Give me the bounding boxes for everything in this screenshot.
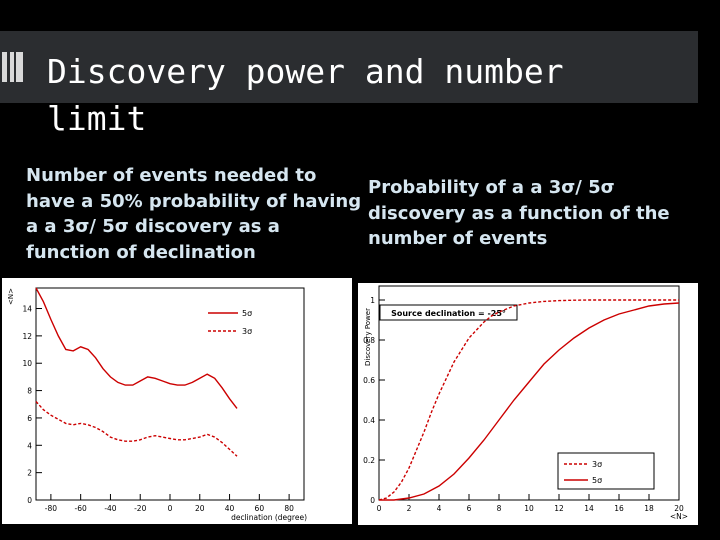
y-tick-label: 0.4 — [363, 416, 375, 425]
y-tick-label: 2 — [27, 469, 32, 478]
y-tick-label: 6 — [27, 414, 32, 423]
x-tick-label: 10 — [524, 504, 534, 513]
chart-declination: -80 -60 -40 -20 0 20 40 60 80 0 2 4 6 8 10 12 14 declinat… — [7, 287, 307, 522]
legend-label: 5σ — [592, 476, 602, 485]
y-tick-label: 8 — [27, 387, 32, 396]
x-tick-label: -80 — [45, 504, 57, 513]
x-tick-label: 20 — [195, 504, 205, 513]
caption-right: Probability of a a 3σ/ 5σ discovery as a… — [368, 177, 670, 249]
y-axis-label: Discovery Power — [364, 308, 372, 366]
y-tick-label: 0 — [370, 496, 375, 505]
slide-title: Discovery power and number limit — [47, 52, 564, 138]
x-tick-label: 6 — [467, 504, 472, 513]
legend-label: 5σ — [242, 309, 252, 318]
x-tick-label: 0 — [377, 504, 382, 513]
caption-left: Number of events needed to have a 50% pr… — [26, 165, 362, 263]
y-tick-label: 4 — [27, 441, 32, 450]
x-tick-label: 2 — [407, 504, 412, 513]
x-tick-label: 40 — [225, 504, 235, 513]
x-tick-label: 14 — [584, 504, 594, 513]
legend-label: 3σ — [592, 460, 602, 469]
x-tick-label: 4 — [437, 504, 442, 513]
chart-declination-panel: -80 -60 -40 -20 0 20 40 60 80 0 2 4 6 8 10 12 14 declinat… — [2, 278, 352, 524]
series-line-2 — [379, 302, 680, 501]
y-tick-label: 14 — [22, 305, 32, 314]
x-axis-label: <N> — [670, 512, 688, 521]
title-bar — [0, 31, 698, 103]
y-tick-label: 10 — [22, 359, 32, 368]
chart-discovery-power-panel: 0 2 4 6 8 10 12 14 16 18 20 0 0.2 0.4 0.6 0.8 1 <N> Discov… — [358, 283, 698, 525]
x-tick-label: 60 — [255, 504, 265, 513]
chart-title: Source declination = -25° — [391, 309, 506, 318]
legend-box — [557, 452, 655, 490]
title-bar-marks — [2, 52, 24, 82]
y-tick-label: 0 — [27, 496, 32, 505]
chart-discovery-power: 0 2 4 6 8 10 12 14 16 18 20 0 0.2 0.4 0.6 0.8 1 <N> Discov… — [363, 285, 688, 521]
x-tick-label: -20 — [134, 504, 146, 513]
x-tick-label: 12 — [554, 504, 564, 513]
y-tick-label: 0.8 — [363, 336, 375, 345]
x-tick-label: -60 — [75, 504, 87, 513]
x-tick-label: 16 — [614, 504, 624, 513]
x-tick-label: 8 — [497, 504, 502, 513]
x-axis-label: declination (degree) — [231, 513, 307, 522]
series-line-1 — [378, 299, 679, 501]
chart-title-box — [379, 304, 518, 321]
legend-label: 3σ — [242, 327, 252, 336]
x-tick-label: 80 — [284, 504, 294, 513]
y-tick-label: 0.6 — [363, 376, 375, 385]
x-tick-label: 18 — [644, 504, 654, 513]
y-tick-label: 0.2 — [363, 456, 375, 465]
y-tick-label: 1 — [370, 296, 375, 305]
x-tick-label: 20 — [674, 504, 684, 513]
series-line-1 — [35, 287, 238, 409]
series-line-2 — [35, 401, 238, 457]
x-tick-label: 0 — [168, 504, 173, 513]
y-tick-label: 12 — [22, 332, 32, 341]
x-tick-label: -40 — [104, 504, 116, 513]
y-axis-label: <N> — [7, 288, 15, 305]
legend-box — [202, 302, 274, 338]
